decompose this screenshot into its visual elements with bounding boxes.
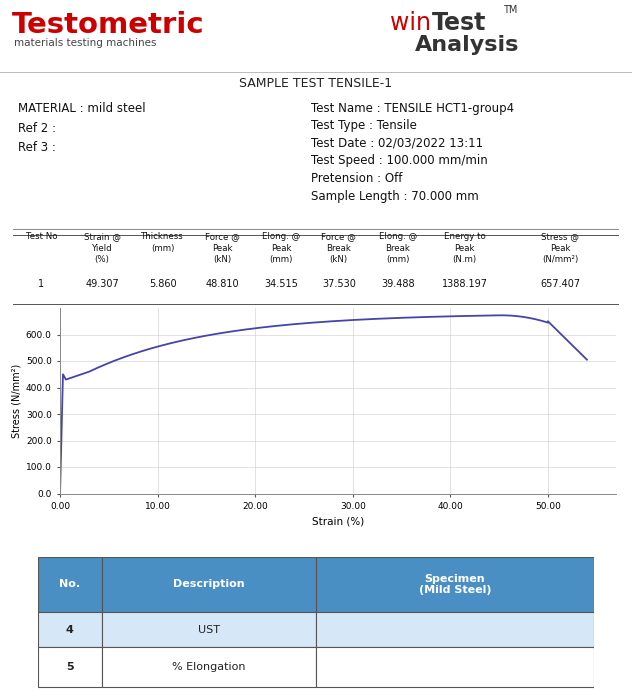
Text: 49.307: 49.307 xyxy=(85,279,119,289)
Bar xyxy=(38,612,102,647)
Bar xyxy=(316,556,594,612)
Text: Test Date : 02/03/2022 13:11: Test Date : 02/03/2022 13:11 xyxy=(311,137,483,150)
Text: Elong. @
Break
(mm): Elong. @ Break (mm) xyxy=(379,232,417,264)
Text: Strain @
Yield
(%): Strain @ Yield (%) xyxy=(83,232,121,264)
Text: Test No: Test No xyxy=(26,232,58,241)
Bar xyxy=(102,612,316,647)
Bar xyxy=(38,556,102,612)
Bar xyxy=(102,647,316,687)
Text: Test Type : Tensile: Test Type : Tensile xyxy=(311,119,417,132)
Text: Force @
Break
(kN): Force @ Break (kN) xyxy=(321,232,356,264)
Text: 34.515: 34.515 xyxy=(264,279,298,289)
Text: Testometric: Testometric xyxy=(12,11,205,39)
Bar xyxy=(316,612,594,647)
Text: Elong. @
Peak
(mm): Elong. @ Peak (mm) xyxy=(262,232,300,264)
Text: % Elongation: % Elongation xyxy=(172,662,246,672)
Text: Test: Test xyxy=(432,11,487,35)
Text: 1: 1 xyxy=(39,279,44,289)
Text: MATERIAL : mild steel: MATERIAL : mild steel xyxy=(18,102,145,115)
Text: 37.530: 37.530 xyxy=(322,279,356,289)
Text: Test Speed : 100.000 mm/min: Test Speed : 100.000 mm/min xyxy=(311,155,488,167)
Text: 657.407: 657.407 xyxy=(540,279,580,289)
Text: UST: UST xyxy=(198,624,220,635)
Text: materials testing machines: materials testing machines xyxy=(14,38,157,48)
Text: 39.488: 39.488 xyxy=(381,279,415,289)
Bar xyxy=(316,647,594,687)
Text: Analysis: Analysis xyxy=(415,35,520,55)
Text: Ref 3 :: Ref 3 : xyxy=(18,141,56,154)
Text: Test Name : TENSILE HCT1-group4: Test Name : TENSILE HCT1-group4 xyxy=(311,102,514,115)
Text: No.: No. xyxy=(59,580,80,589)
Text: 5.860: 5.860 xyxy=(149,279,176,289)
Text: Description: Description xyxy=(173,580,245,589)
Text: Stress @
Peak
(N/mm²): Stress @ Peak (N/mm²) xyxy=(541,232,579,264)
Text: Pretension : Off: Pretension : Off xyxy=(311,172,403,185)
Text: SAMPLE TEST TENSILE-1: SAMPLE TEST TENSILE-1 xyxy=(240,78,392,90)
Text: Sample Length : 70.000 mm: Sample Length : 70.000 mm xyxy=(311,190,478,202)
X-axis label: Strain (%): Strain (%) xyxy=(312,517,364,526)
Text: Force @
Peak
(kN): Force @ Peak (kN) xyxy=(205,232,240,264)
Text: 1388.197: 1388.197 xyxy=(442,279,488,289)
Text: Thickness
(mm): Thickness (mm) xyxy=(142,232,184,253)
Bar xyxy=(102,556,316,612)
Text: 48.810: 48.810 xyxy=(205,279,239,289)
Text: TM: TM xyxy=(503,5,518,15)
Text: Energy to
Peak
(N.m): Energy to Peak (N.m) xyxy=(444,232,485,264)
Y-axis label: Stress (N/mm²): Stress (N/mm²) xyxy=(11,363,21,438)
Text: 4: 4 xyxy=(66,624,74,635)
Text: Specimen
(Mild Steel): Specimen (Mild Steel) xyxy=(419,573,491,595)
Text: 5: 5 xyxy=(66,662,74,672)
Bar xyxy=(38,647,102,687)
Text: win: win xyxy=(390,11,431,35)
Text: Ref 2 :: Ref 2 : xyxy=(18,122,56,135)
